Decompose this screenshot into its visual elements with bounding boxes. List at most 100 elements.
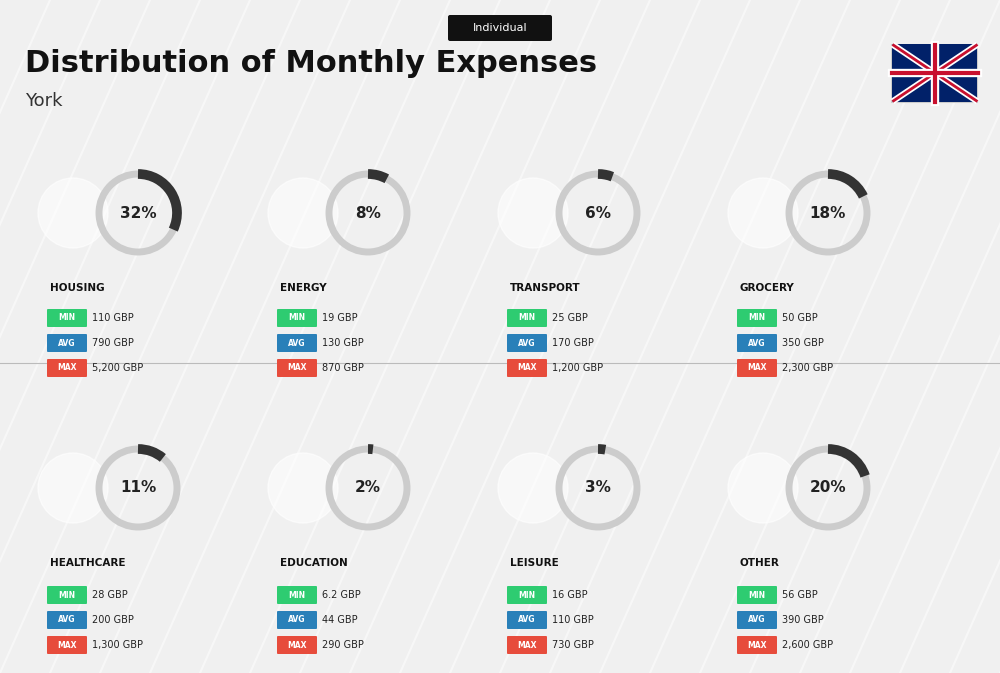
FancyBboxPatch shape	[448, 15, 552, 41]
Text: 6%: 6%	[585, 205, 611, 221]
FancyBboxPatch shape	[892, 44, 977, 102]
Text: 8%: 8%	[355, 205, 381, 221]
Circle shape	[498, 453, 568, 523]
Circle shape	[728, 178, 798, 248]
Text: AVG: AVG	[748, 339, 766, 347]
Text: Individual: Individual	[473, 23, 527, 33]
Text: MIN: MIN	[748, 590, 766, 600]
Text: GROCERY: GROCERY	[740, 283, 795, 293]
Text: AVG: AVG	[288, 616, 306, 625]
FancyBboxPatch shape	[507, 309, 547, 327]
Circle shape	[728, 453, 798, 523]
Text: 1,300 GBP: 1,300 GBP	[92, 640, 143, 650]
Text: 2,300 GBP: 2,300 GBP	[782, 363, 833, 373]
Text: MAX: MAX	[57, 363, 77, 372]
Text: 350 GBP: 350 GBP	[782, 338, 824, 348]
Text: AVG: AVG	[58, 616, 76, 625]
FancyBboxPatch shape	[277, 309, 317, 327]
Text: Distribution of Monthly Expenses: Distribution of Monthly Expenses	[25, 48, 597, 77]
Circle shape	[268, 178, 338, 248]
Text: 16 GBP: 16 GBP	[552, 590, 588, 600]
FancyBboxPatch shape	[737, 359, 777, 377]
Text: MAX: MAX	[287, 363, 307, 372]
Text: 170 GBP: 170 GBP	[552, 338, 594, 348]
Text: MIN: MIN	[518, 314, 536, 322]
Text: MAX: MAX	[747, 363, 767, 372]
Text: 50 GBP: 50 GBP	[782, 313, 818, 323]
Text: MIN: MIN	[288, 590, 306, 600]
Text: 2%: 2%	[355, 481, 381, 495]
FancyBboxPatch shape	[47, 586, 87, 604]
FancyBboxPatch shape	[507, 636, 547, 654]
Text: 870 GBP: 870 GBP	[322, 363, 364, 373]
FancyBboxPatch shape	[507, 611, 547, 629]
Text: 200 GBP: 200 GBP	[92, 615, 134, 625]
Text: EDUCATION: EDUCATION	[280, 558, 348, 568]
Text: MIN: MIN	[58, 590, 76, 600]
Bar	[892, 44, 977, 102]
Text: MAX: MAX	[57, 641, 77, 649]
FancyBboxPatch shape	[737, 309, 777, 327]
FancyBboxPatch shape	[47, 636, 87, 654]
FancyBboxPatch shape	[277, 334, 317, 352]
Text: 390 GBP: 390 GBP	[782, 615, 824, 625]
Text: MIN: MIN	[288, 314, 306, 322]
Text: 28 GBP: 28 GBP	[92, 590, 128, 600]
FancyBboxPatch shape	[507, 359, 547, 377]
Circle shape	[38, 453, 108, 523]
Text: HOUSING: HOUSING	[50, 283, 105, 293]
FancyBboxPatch shape	[737, 611, 777, 629]
Text: 6.2 GBP: 6.2 GBP	[322, 590, 361, 600]
Text: 1,200 GBP: 1,200 GBP	[552, 363, 603, 373]
Text: 790 GBP: 790 GBP	[92, 338, 134, 348]
FancyBboxPatch shape	[277, 586, 317, 604]
Text: AVG: AVG	[748, 616, 766, 625]
Text: 25 GBP: 25 GBP	[552, 313, 588, 323]
FancyBboxPatch shape	[47, 309, 87, 327]
Text: MIN: MIN	[748, 314, 766, 322]
Text: HEALTHCARE: HEALTHCARE	[50, 558, 126, 568]
Text: AVG: AVG	[288, 339, 306, 347]
Text: 44 GBP: 44 GBP	[322, 615, 358, 625]
Text: 20%: 20%	[810, 481, 846, 495]
Text: 11%: 11%	[120, 481, 156, 495]
Text: 2,600 GBP: 2,600 GBP	[782, 640, 833, 650]
Text: LEISURE: LEISURE	[510, 558, 559, 568]
FancyBboxPatch shape	[277, 359, 317, 377]
Text: MIN: MIN	[58, 314, 76, 322]
Text: 32%: 32%	[120, 205, 156, 221]
Text: 130 GBP: 130 GBP	[322, 338, 364, 348]
FancyBboxPatch shape	[47, 334, 87, 352]
Text: AVG: AVG	[518, 616, 536, 625]
Text: 730 GBP: 730 GBP	[552, 640, 594, 650]
FancyBboxPatch shape	[47, 359, 87, 377]
Text: 18%: 18%	[810, 205, 846, 221]
Text: 5,200 GBP: 5,200 GBP	[92, 363, 143, 373]
Circle shape	[268, 453, 338, 523]
Text: 56 GBP: 56 GBP	[782, 590, 818, 600]
Text: MAX: MAX	[517, 641, 537, 649]
Text: MAX: MAX	[287, 641, 307, 649]
Text: 110 GBP: 110 GBP	[552, 615, 594, 625]
FancyBboxPatch shape	[507, 586, 547, 604]
FancyBboxPatch shape	[277, 611, 317, 629]
Text: 19 GBP: 19 GBP	[322, 313, 358, 323]
Circle shape	[498, 178, 568, 248]
Text: 110 GBP: 110 GBP	[92, 313, 134, 323]
FancyBboxPatch shape	[277, 636, 317, 654]
Text: TRANSPORT: TRANSPORT	[510, 283, 581, 293]
Text: 290 GBP: 290 GBP	[322, 640, 364, 650]
FancyBboxPatch shape	[737, 636, 777, 654]
Text: MAX: MAX	[517, 363, 537, 372]
Text: York: York	[25, 92, 62, 110]
Circle shape	[38, 178, 108, 248]
Text: MIN: MIN	[518, 590, 536, 600]
FancyBboxPatch shape	[47, 611, 87, 629]
FancyBboxPatch shape	[737, 586, 777, 604]
FancyBboxPatch shape	[507, 334, 547, 352]
Text: OTHER: OTHER	[740, 558, 780, 568]
FancyBboxPatch shape	[737, 334, 777, 352]
Text: MAX: MAX	[747, 641, 767, 649]
Text: ENERGY: ENERGY	[280, 283, 327, 293]
Text: 3%: 3%	[585, 481, 611, 495]
